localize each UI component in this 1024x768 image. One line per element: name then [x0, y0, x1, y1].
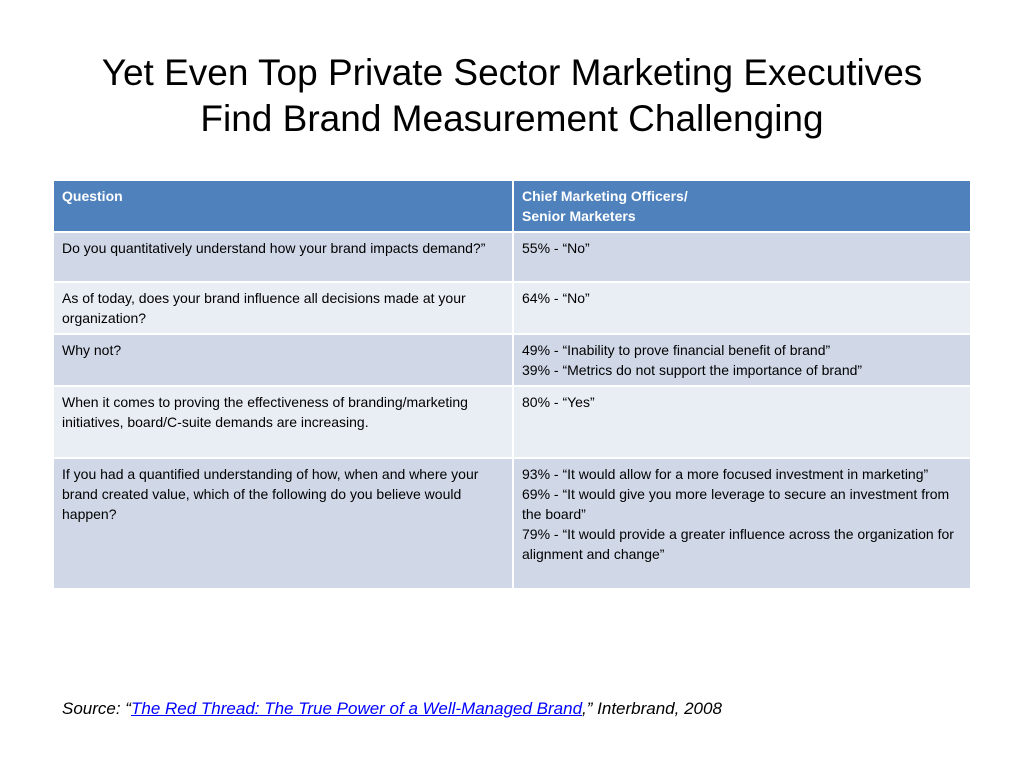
question-cell: When it comes to proving the effectivene… — [52, 385, 514, 459]
header-respondents: Chief Marketing Officers/ Senior Markete… — [512, 179, 972, 233]
answer-cell: 64% - “No” — [512, 281, 972, 335]
answer-cell: 93% - “It would allow for a more focused… — [512, 457, 972, 590]
question-cell: If you had a quantified understanding of… — [52, 457, 514, 590]
answer-cell: 55% - “No” — [512, 231, 972, 283]
answer-line: 55% - “No” — [522, 240, 590, 256]
header-question: Question — [52, 179, 514, 233]
survey-results-table: Question Chief Marketing Officers/ Senio… — [52, 179, 972, 590]
source-prefix: Source: “ — [62, 699, 131, 718]
table-row: If you had a quantified understanding of… — [52, 457, 972, 590]
table-row: When it comes to proving the effectivene… — [52, 385, 972, 459]
answer-cell: 80% - “Yes” — [512, 385, 972, 459]
answer-line: 49% - “Inability to prove financial bene… — [522, 342, 831, 358]
slide-title-line-2: Find Brand Measurement Challenging — [200, 98, 824, 139]
header-respondents-line-2: Senior Marketers — [522, 208, 636, 224]
answer-cell: 49% - “Inability to prove financial bene… — [512, 333, 972, 387]
answer-line: 80% - “Yes” — [522, 394, 595, 410]
source-suffix: ,” Interbrand, 2008 — [582, 699, 722, 718]
table-row: Do you quantitatively understand how you… — [52, 231, 972, 283]
answer-line: 64% - “No” — [522, 290, 590, 306]
source-citation: Source: “The Red Thread: The True Power … — [62, 698, 722, 720]
slide-title: Yet Even Top Private Sector Marketing Ex… — [40, 50, 984, 142]
answer-line: 93% - “It would allow for a more focused… — [522, 466, 929, 482]
table-header-row: Question Chief Marketing Officers/ Senio… — [52, 179, 972, 233]
table-row: As of today, does your brand influence a… — [52, 281, 972, 335]
slide-title-line-1: Yet Even Top Private Sector Marketing Ex… — [101, 52, 923, 93]
answer-line: 79% - “It would provide a greater influe… — [522, 526, 954, 562]
question-cell: Do you quantitatively understand how you… — [52, 231, 514, 283]
header-respondents-line-1: Chief Marketing Officers/ — [522, 188, 688, 204]
answer-line: 69% - “It would give you more leverage t… — [522, 486, 950, 522]
question-cell: As of today, does your brand influence a… — [52, 281, 514, 335]
source-link[interactable]: The Red Thread: The True Power of a Well… — [130, 699, 583, 718]
answer-line: 39% - “Metrics do not support the import… — [522, 362, 863, 378]
question-cell: Why not? — [52, 333, 514, 387]
table-row: Why not? 49% - “Inability to prove finan… — [52, 333, 972, 387]
